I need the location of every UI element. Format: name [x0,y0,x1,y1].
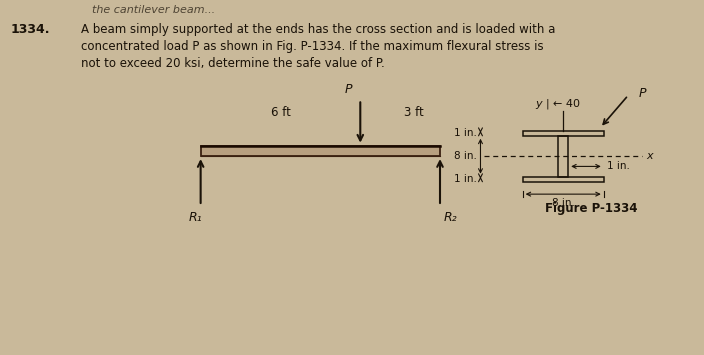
Text: y: y [536,99,542,109]
Text: R₂: R₂ [444,211,457,224]
Text: 3 ft: 3 ft [403,106,423,119]
Text: R₁: R₁ [188,211,202,224]
Text: P: P [344,83,352,96]
Text: Figure P-1334: Figure P-1334 [545,202,638,215]
Text: ← 40: ← 40 [553,99,579,109]
Text: 1334.: 1334. [11,23,50,36]
Bar [558,136,568,176]
Bar [522,176,604,182]
Text: A beam simply supported at the ends has the cross section and is loaded with a
c: A beam simply supported at the ends has … [81,23,555,70]
Text: |: | [545,99,549,109]
Text: 8 in.: 8 in. [552,198,574,208]
Bar [201,146,440,156]
Text: 8 in.: 8 in. [454,151,477,161]
Text: 1 in.: 1 in. [454,174,477,184]
Text: x: x [646,151,653,161]
Text: the cantilever beam...: the cantilever beam... [92,5,215,15]
Text: 1 in.: 1 in. [454,128,477,138]
Bar [522,131,604,136]
Text: 1 in.: 1 in. [607,162,630,171]
Text: P: P [639,87,646,100]
Text: 6 ft: 6 ft [270,106,291,119]
